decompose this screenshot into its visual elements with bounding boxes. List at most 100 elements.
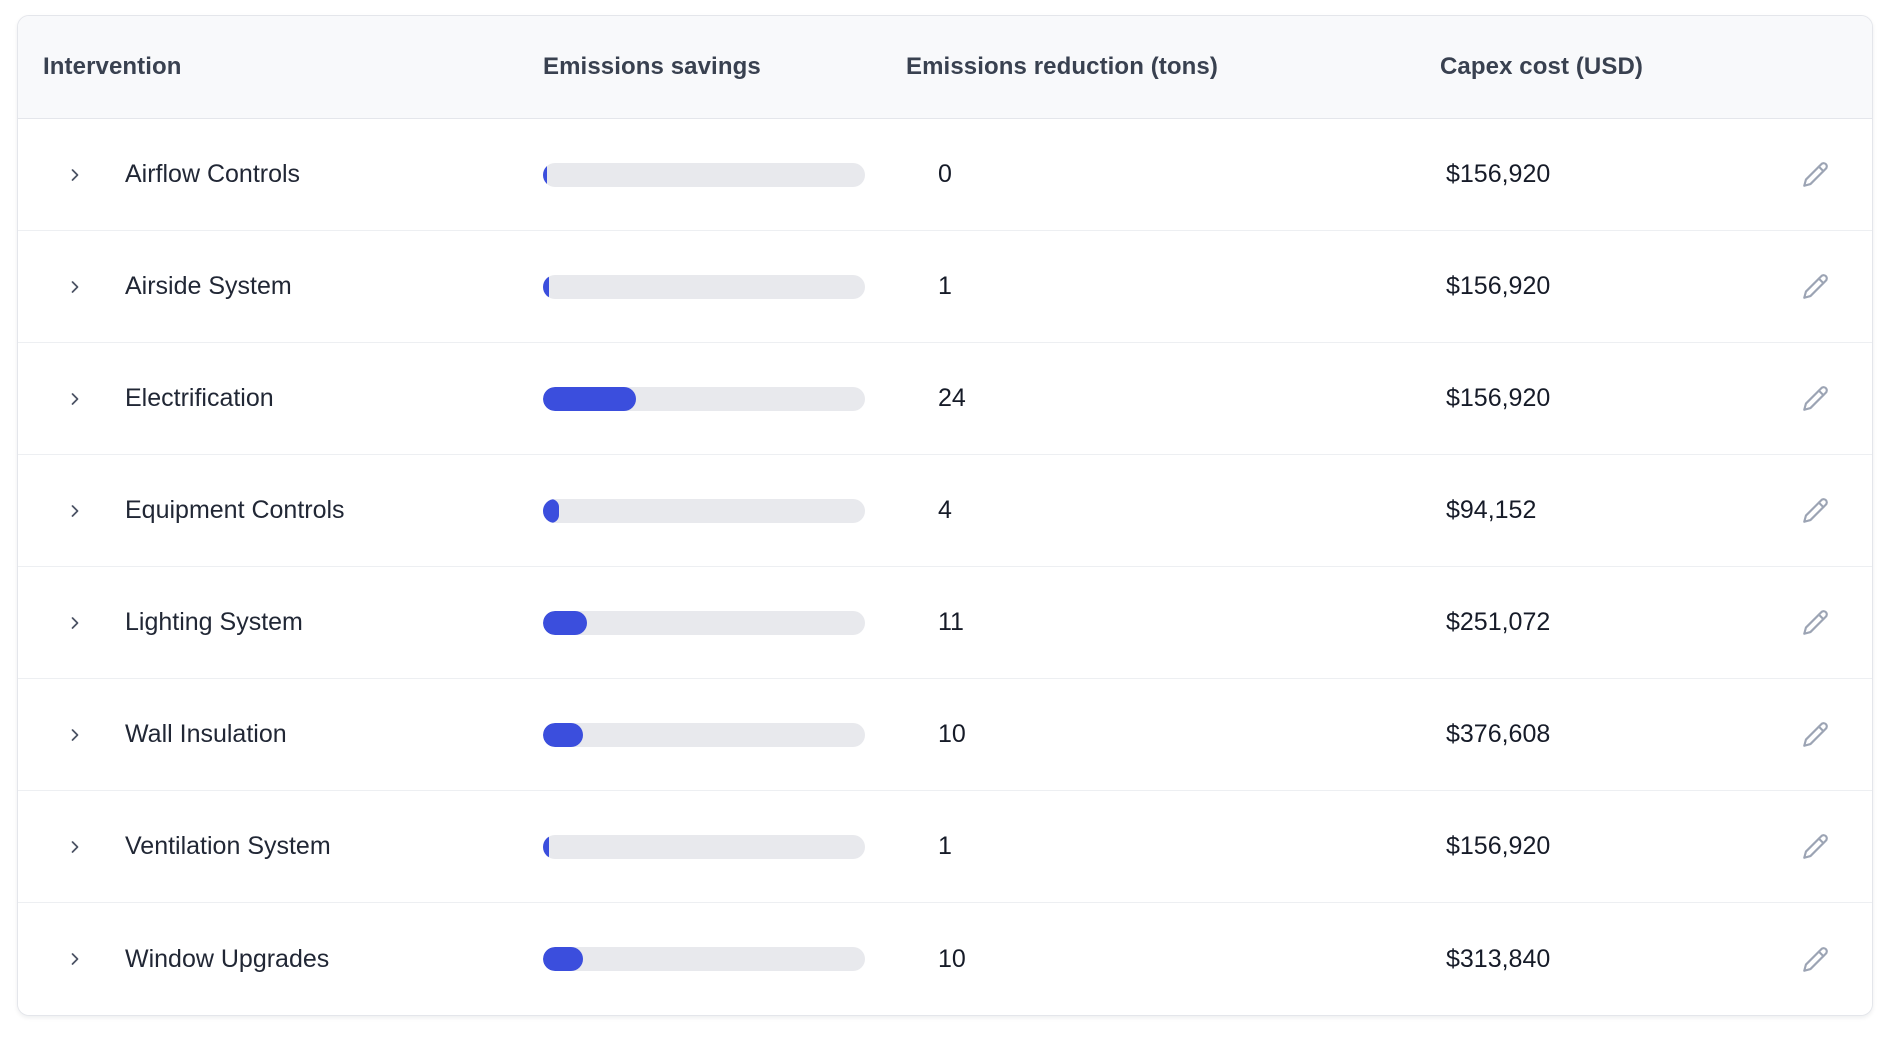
actions-cell (1759, 603, 1872, 643)
pencil-icon (1803, 162, 1828, 187)
savings-bar-track (543, 834, 865, 859)
intervention-cell: Airflow Controls (18, 160, 526, 190)
savings-bar-fill (543, 947, 583, 971)
pencil-icon (1803, 722, 1828, 747)
intervention-name: Lighting System (125, 608, 303, 636)
chevron-right-icon (71, 616, 79, 629)
table-row: Airflow Controls 0 $156,920 (18, 119, 1872, 231)
actions-cell (1759, 379, 1872, 419)
emissions-savings-cell (526, 386, 904, 411)
savings-bar-fill (543, 274, 550, 299)
actions-cell (1759, 155, 1872, 195)
actions-cell (1759, 827, 1872, 867)
savings-bar-track (543, 498, 865, 523)
actions-cell (1759, 715, 1872, 755)
intervention-name: Wall Insulation (125, 720, 287, 748)
emissions-savings-cell (526, 610, 904, 635)
edit-row-button[interactable] (1796, 379, 1836, 419)
expand-row-button[interactable] (65, 608, 85, 638)
pencil-icon (1803, 498, 1828, 523)
savings-bar-fill (543, 498, 560, 523)
edit-row-button[interactable] (1796, 491, 1836, 531)
capex-cost-value: $376,608 (1446, 720, 1551, 748)
edit-row-button[interactable] (1796, 155, 1836, 195)
emissions-reduction-value: 11 (938, 608, 964, 636)
table-row: Equipment Controls 4 $94,152 (18, 455, 1872, 567)
edit-row-button[interactable] (1796, 603, 1836, 643)
emissions-savings-cell (526, 274, 904, 299)
savings-bar-track (543, 722, 865, 747)
emissions-reduction-value: 1 (938, 832, 952, 860)
intervention-name: Ventilation System (125, 832, 331, 860)
table-row: Airside System 1 $156,920 (18, 231, 1872, 343)
pencil-icon (1803, 386, 1828, 411)
expand-row-button[interactable] (65, 384, 85, 414)
savings-bar-track (543, 386, 865, 411)
intervention-name: Electrification (125, 384, 274, 412)
intervention-cell: Window Upgrades (18, 944, 526, 974)
table-row: Ventilation System 1 $156,920 (18, 791, 1872, 903)
emissions-savings-cell (526, 498, 904, 523)
emissions-savings-cell (526, 834, 904, 859)
savings-bar-track (543, 274, 865, 299)
savings-bar-fill (543, 386, 637, 411)
expand-row-button[interactable] (65, 944, 85, 974)
expand-row-button[interactable] (65, 720, 85, 750)
intervention-cell: Wall Insulation (18, 720, 526, 750)
capex-cost-value: $156,920 (1446, 832, 1551, 860)
chevron-right-icon (71, 840, 79, 853)
capex-cost-value: $156,920 (1446, 160, 1551, 188)
pencil-icon (1803, 834, 1828, 859)
emissions-reduction-value: 24 (938, 384, 966, 412)
intervention-cell: Lighting System (18, 608, 526, 638)
column-header-intervention: Intervention (43, 53, 182, 80)
savings-bar-fill (543, 834, 550, 859)
expand-row-button[interactable] (65, 496, 85, 526)
emissions-savings-cell (526, 947, 904, 971)
table-body: Airflow Controls 0 $156,920 A (18, 119, 1872, 1015)
column-header-emissions-reduction: Emissions reduction (tons) (906, 53, 1218, 80)
actions-cell (1759, 267, 1872, 307)
expand-row-button[interactable] (65, 832, 85, 862)
pencil-icon (1803, 946, 1828, 972)
chevron-right-icon (71, 392, 79, 405)
intervention-cell: Electrification (18, 384, 526, 414)
edit-row-button[interactable] (1796, 939, 1836, 979)
capex-cost-value: $251,072 (1446, 608, 1551, 636)
edit-row-button[interactable] (1796, 267, 1836, 307)
table-row: Wall Insulation 10 $376,608 (18, 679, 1872, 791)
pencil-icon (1803, 274, 1828, 299)
edit-row-button[interactable] (1796, 715, 1836, 755)
capex-cost-value: $156,920 (1446, 272, 1551, 300)
capex-cost-value: $94,152 (1446, 496, 1537, 524)
chevron-right-icon (71, 728, 79, 741)
chevron-right-icon (71, 953, 79, 965)
emissions-reduction-value: 10 (938, 944, 966, 973)
expand-row-button[interactable] (65, 272, 85, 302)
pencil-icon (1803, 610, 1828, 635)
emissions-reduction-value: 1 (938, 272, 952, 300)
savings-bar-fill (543, 162, 547, 187)
emissions-reduction-value: 10 (938, 720, 966, 748)
column-header-emissions-savings: Emissions savings (543, 53, 761, 80)
emissions-reduction-value: 0 (938, 160, 952, 188)
intervention-name: Window Upgrades (125, 944, 330, 973)
savings-bar-track (543, 162, 865, 187)
actions-cell (1759, 939, 1872, 979)
savings-bar-fill (543, 610, 588, 635)
savings-bar-track (543, 610, 865, 635)
emissions-savings-cell (526, 162, 904, 187)
table-row: Electrification 24 $156,920 (18, 343, 1872, 455)
savings-bar-track (543, 947, 865, 971)
column-header-capex-cost: Capex cost (USD) (1440, 53, 1643, 80)
intervention-cell: Equipment Controls (18, 496, 526, 526)
chevron-right-icon (71, 280, 79, 293)
capex-cost-value: $313,840 (1446, 944, 1551, 973)
savings-bar-fill (543, 722, 583, 747)
intervention-name: Airside System (125, 272, 292, 300)
intervention-name: Airflow Controls (125, 160, 301, 188)
chevron-right-icon (71, 168, 79, 181)
expand-row-button[interactable] (65, 160, 85, 190)
edit-row-button[interactable] (1796, 827, 1836, 867)
intervention-name: Equipment Controls (125, 496, 345, 524)
